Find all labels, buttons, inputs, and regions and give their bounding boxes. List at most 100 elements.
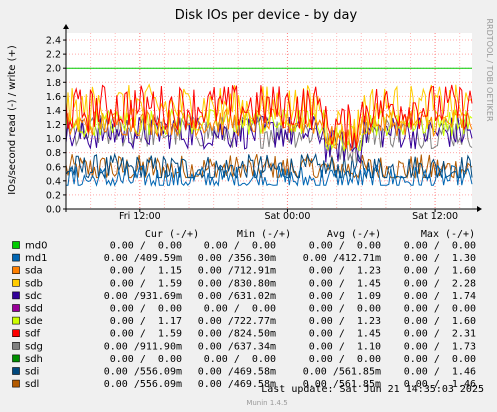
legend-min: 0.00 /824.50m: [198, 329, 276, 340]
legend-name: sdf: [25, 329, 41, 340]
legend-avg: 0.00 / 0.00: [309, 304, 381, 315]
x-tick-label: Fri 12:00: [119, 211, 161, 222]
legend-swatch: [12, 341, 20, 350]
legend-name: sde: [25, 316, 43, 327]
y-tick-label: 0.6: [46, 162, 61, 173]
legend-cur: 0.00 / 0.00: [110, 241, 182, 252]
legend-min: 0.00 /637.34m: [198, 341, 276, 352]
legend-max: 0.00 / 1.46: [404, 367, 476, 378]
legend-avg: 0.00 / 1.10: [309, 341, 381, 352]
legend-min: 0.00 / 0.00: [204, 304, 276, 315]
legend-swatch: [12, 291, 20, 300]
legend-name: sdl: [25, 379, 39, 390]
legend-cur: 0.00 /556.09m: [104, 379, 182, 390]
legend-max: 0.00 / 1.60: [404, 316, 476, 327]
legend-swatch: [12, 266, 20, 275]
legend-avg: 0.00 /561.85m: [303, 367, 381, 378]
legend-header-max: Max (-/+): [421, 229, 475, 240]
chart-title: Disk IOs per device - by day: [175, 8, 358, 23]
legend-swatch: [12, 241, 20, 249]
legend-min: 0.00 /712.91m: [198, 266, 276, 277]
legend-max: 0.00 / 0.00: [404, 304, 476, 315]
legend-max: 0.00 / 2.28: [404, 278, 476, 289]
legend-cur: 0.00 / 0.00: [110, 354, 182, 365]
y-tick-label: 2.4: [46, 36, 61, 47]
legend-avg: 0.00 / 1.45: [309, 329, 381, 340]
legend-swatch: [12, 354, 20, 363]
y-tick-label: 1.2: [46, 120, 61, 131]
legend-header-cur: Cur (-/+): [145, 229, 199, 240]
series-line-md1: [66, 164, 473, 187]
legend-min: 0.00 /830.80m: [198, 278, 276, 289]
legend-cur: 0.00 / 0.00: [110, 304, 182, 315]
legend-max: 0.00 / 0.00: [404, 241, 476, 252]
munin-version: Munin 1.4.5: [246, 399, 287, 407]
y-axis-label: IOs/second read (-) / write (+): [7, 45, 18, 195]
y-axis-arrow: [63, 24, 69, 29]
series-line-sdi: [65, 152, 473, 180]
legend-swatch: [12, 304, 20, 312]
legend-cur: 0.00 / 1.59: [110, 278, 182, 289]
legend-avg: 0.00 /561.85m: [303, 379, 381, 390]
legend-swatch: [12, 367, 20, 375]
legend-avg: 0.00 / 1.23: [309, 316, 381, 327]
legend-swatch: [12, 253, 20, 262]
legend-swatch: [12, 379, 20, 388]
legend-avg: 0.00 / 1.45: [309, 278, 381, 289]
legend-cur: 0.00 / 1.15: [110, 266, 182, 277]
y-tick-label: 0.0: [46, 205, 61, 216]
legend-name: sdi: [25, 367, 39, 378]
legend-header: Cur (-/+) Min (-/+) Avg (-/+) Max (-/+): [145, 229, 475, 240]
legend-name: sdd: [25, 304, 43, 315]
axes: [63, 24, 482, 212]
last-update: Last update: Sat Jun 21 14:35:03 2025: [261, 384, 484, 395]
series-line-sdf: [65, 84, 473, 149]
legend-name: sda: [25, 266, 43, 277]
rrdtool-credit: RRDTOOL / TOBI OETIKER: [485, 18, 494, 121]
legend-max: 0.00 / 2.31: [404, 329, 476, 340]
y-tick-label: 1.4: [46, 106, 61, 117]
y-tick-labels: 0.0 0.2 0.4 0.6 0.8 1.0 1.2 1.4 1.6 1.8 2.0 2.2 2.4: [46, 36, 66, 216]
legend-max: 0.00 / 0.00: [404, 354, 476, 365]
y-tick-label: 2.0: [46, 64, 61, 75]
x-tick-label: Sat 12:00: [412, 211, 458, 222]
series-lines: [65, 67, 473, 187]
y-tick-label: 0.4: [46, 176, 61, 187]
legend-max: 0.00 / 1.73: [404, 341, 476, 352]
legend-avg: 0.00 / 1.09: [309, 291, 381, 302]
legend-swatch: [12, 316, 20, 325]
legend-cur: 0.00 / 1.17: [110, 316, 182, 327]
legend-name: sdh: [25, 354, 43, 365]
x-tick-label: Sat 00:00: [264, 211, 310, 222]
legend-cur: 0.00 /931.69m: [104, 291, 182, 302]
legend-max: 0.00 / 1.30: [404, 253, 476, 264]
legend-max: 0.00 / 1.74: [404, 291, 476, 302]
legend-min: 0.00 /356.30m: [198, 253, 276, 264]
legend-avg: 0.00 / 1.23: [309, 266, 381, 277]
y-tick-label: 0.2: [46, 190, 61, 201]
legend-max: 0.00 / 1.60: [404, 266, 476, 277]
legend-name: md0: [25, 241, 47, 252]
legend-max: 0.00 / 1.46: [404, 379, 476, 390]
y-tick-label: 0.8: [46, 148, 61, 159]
x-tick-labels: Fri 12:00 Sat 00:00 Sat 12:00: [119, 209, 458, 222]
legend-header-avg: Avg (-/+): [327, 229, 381, 240]
legend-avg: 0.00 / 0.00: [309, 241, 381, 252]
legend-name: sdg: [25, 341, 43, 352]
legend-avg: 0.00 / 0.00: [309, 354, 381, 365]
legend: md0 0.00 / 0.00 0.00 / 0.00 0.00 / 0.00 0.00…: [12, 241, 476, 390]
legend-avg: 0.00 /412.71m: [303, 253, 381, 264]
legend-cur: 0.00 /409.59m: [104, 253, 182, 264]
y-tick-label: 1.0: [46, 134, 61, 145]
legend-header-min: Min (-/+): [237, 229, 291, 240]
legend-cur: 0.00 /556.09m: [104, 367, 182, 378]
y-tick-label: 1.8: [46, 78, 61, 89]
legend-swatch: [12, 278, 20, 287]
legend-min: 0.00 /631.02m: [198, 291, 276, 302]
legend-min: 0.00 / 0.00: [204, 354, 276, 365]
legend-min: 0.00 / 0.00: [204, 241, 276, 252]
legend-name: md1: [25, 253, 47, 264]
legend-min: 0.00 /469.58m: [198, 367, 276, 378]
